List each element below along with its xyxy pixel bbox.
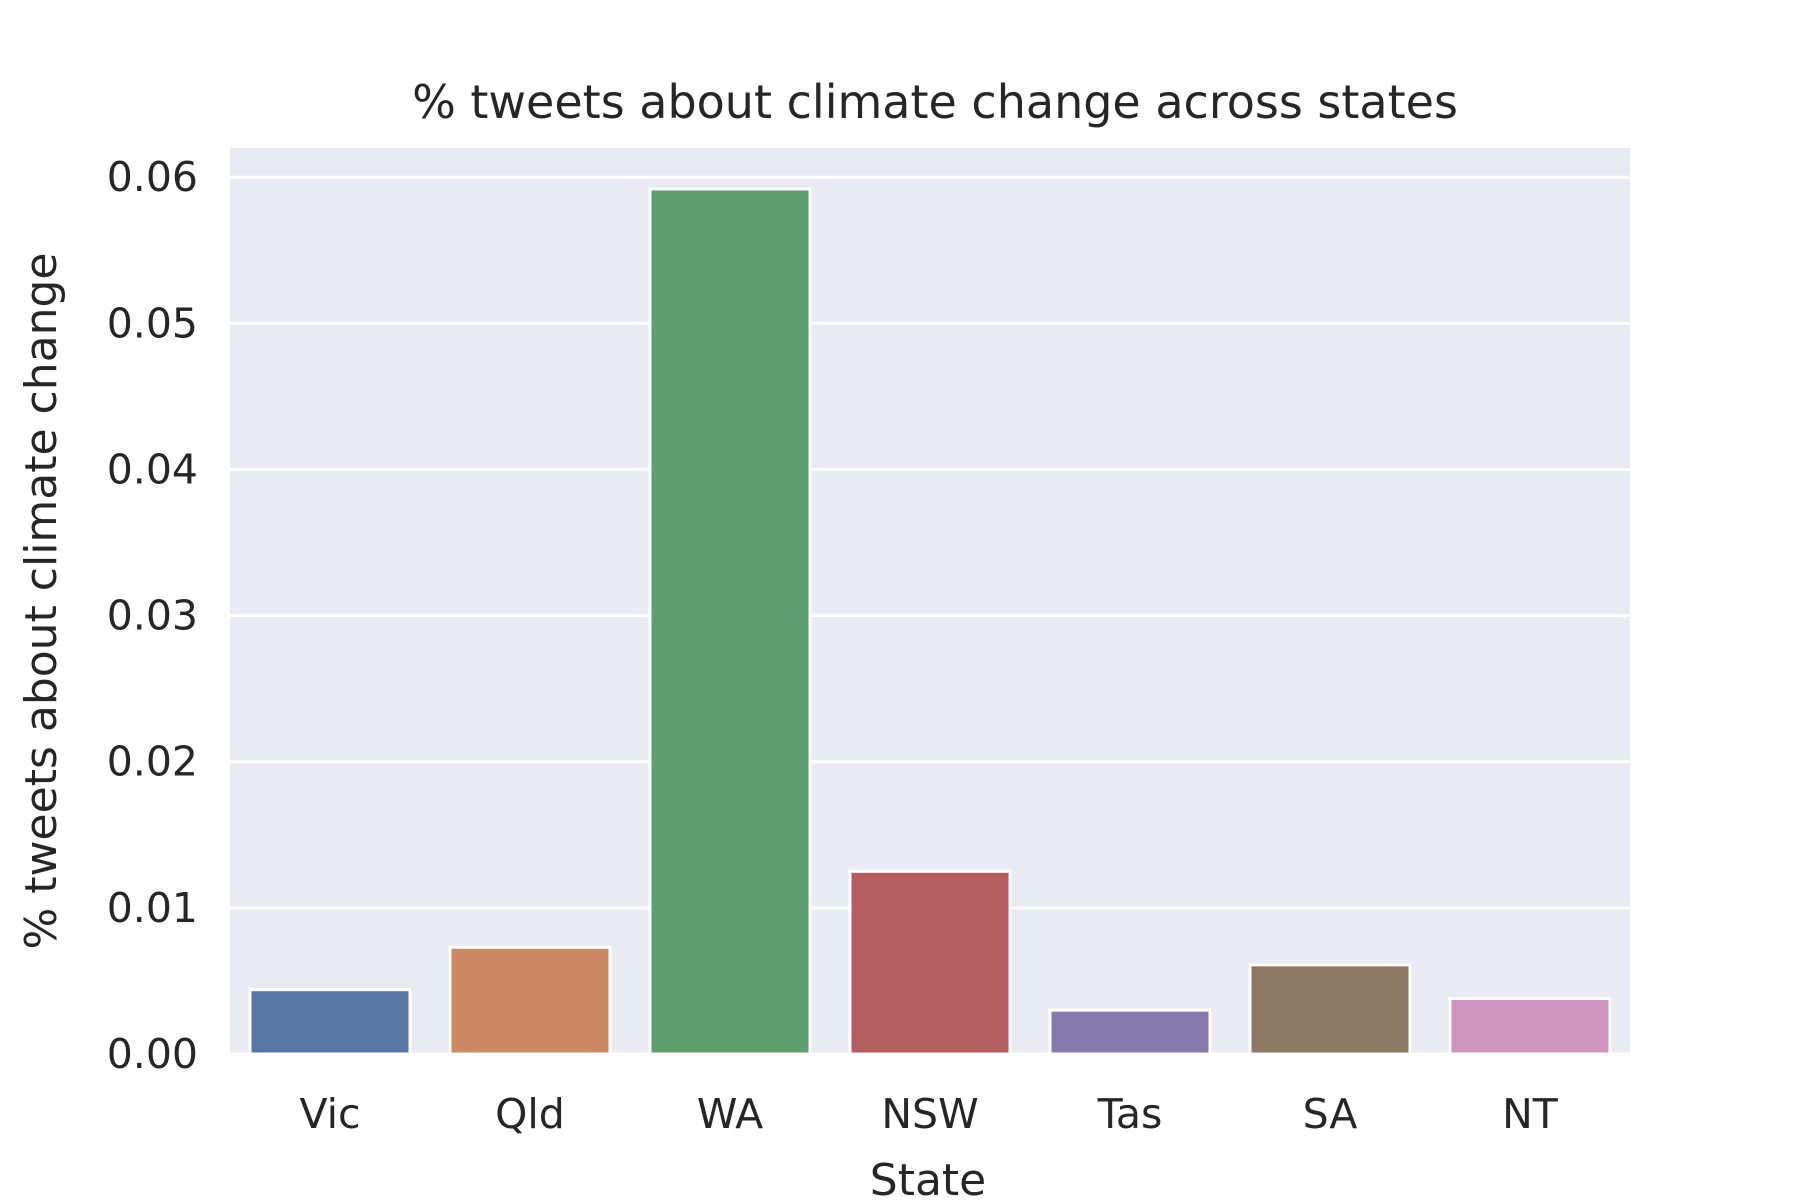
chart-title: % tweets about climate change across sta… [412,75,1458,129]
y-tick-label: 0.06 [107,153,198,201]
x-tick-label: WA [697,1090,763,1138]
bar-nt [1448,996,1612,1056]
x-tick-label: Tas [1097,1090,1163,1138]
bar-wa [648,187,812,1056]
bar-sa [1248,963,1412,1056]
x-tick-label: NT [1502,1090,1559,1138]
bar-vic [248,988,412,1056]
x-tick-label: Vic [299,1090,360,1138]
y-tick-label: 0.04 [107,445,198,493]
y-tick-label: 0.05 [107,299,198,347]
x-axis-ticks: Vic Qld WA NSW Tas SA NT [299,1090,1558,1138]
y-tick-label: 0.02 [107,738,198,786]
x-tick-label: SA [1303,1090,1358,1138]
bar-qld [448,945,612,1056]
y-tick-label: 0.01 [107,884,198,932]
y-axis-ticks: 0.00 0.01 0.02 0.03 0.04 0.05 0.06 [107,153,198,1078]
y-axis-label: % tweets about climate change [16,253,67,950]
bars [248,187,1612,1056]
x-tick-label: NSW [881,1090,978,1138]
x-axis-label: State [870,1155,986,1200]
bar-tas [1048,1008,1212,1056]
bar-nsw [848,869,1012,1056]
y-tick-label: 0.00 [107,1030,198,1078]
y-tick-label: 0.03 [107,592,198,640]
x-tick-label: Qld [495,1090,565,1138]
